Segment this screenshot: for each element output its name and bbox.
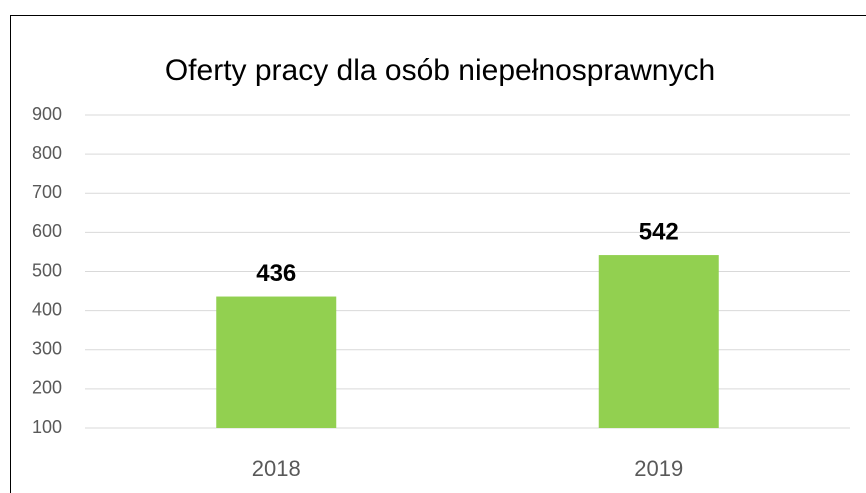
data-label: 436 [256,260,296,287]
x-tick-label: 2018 [252,456,301,481]
bar [216,296,337,428]
y-tick-label: 500 [32,260,62,280]
data-label: 542 [639,218,679,245]
y-tick-label: 600 [32,221,62,241]
y-tick-label: 200 [32,378,62,398]
y-tick-label: 100 [32,417,62,437]
bar [598,255,719,428]
y-tick-label: 300 [32,339,62,359]
chart-frame [10,15,866,493]
y-tick-label: 400 [32,299,62,319]
y-tick-label: 700 [32,182,62,202]
chart-title: Oferty pracy dla osób niepełnosprawnych [165,54,715,87]
y-tick-label: 900 [32,104,62,124]
y-tick-label: 800 [32,143,62,163]
x-tick-label: 2019 [634,456,683,481]
